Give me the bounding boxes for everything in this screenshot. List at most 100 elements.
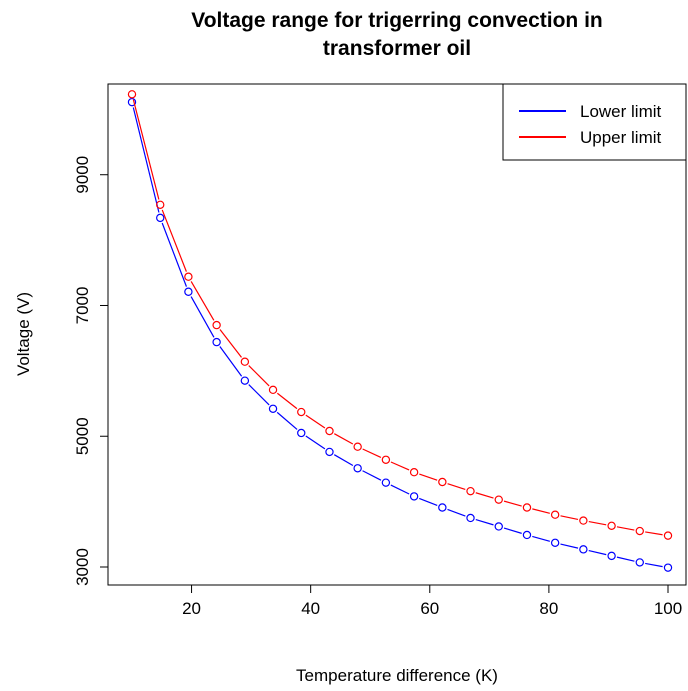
series-upper-limit-point: [212, 320, 221, 330]
series-upper-limit-segment: [248, 365, 270, 387]
series-lower-limit-segment: [419, 497, 438, 507]
series-lower-limit-point: [494, 522, 503, 531]
series-upper-limit-point: [494, 495, 503, 504]
series-upper-limit-segment: [503, 500, 522, 507]
series-lower-limit-segment: [560, 543, 579, 549]
chart-title-line-1: Voltage range for trigerring convection …: [191, 9, 603, 32]
series-lower-limit-segment: [447, 508, 466, 517]
legend: Lower limit Upper limit: [502, 83, 687, 161]
series-lower-limit-segment: [645, 562, 663, 568]
series-lower-limit-segment: [132, 107, 160, 213]
plot-frame: [107, 83, 687, 586]
series-lower-limit: [127, 97, 673, 572]
series-upper-limit-segment: [161, 209, 187, 272]
series-lower-limit-segment: [190, 296, 215, 338]
x-axis-label: Temperature difference (K): [296, 666, 498, 685]
x-tick-label-20: 20: [182, 599, 201, 618]
series-upper-limit-point: [240, 357, 250, 366]
series-upper-limit-segment: [362, 448, 382, 459]
chart-title-line-2: transformer oil: [323, 37, 471, 60]
series-upper-limit-segment: [616, 526, 635, 531]
x-tick-label-80: 80: [539, 599, 558, 618]
series-upper-limit-point: [550, 510, 560, 519]
series-lower-limit-segment: [588, 550, 607, 556]
series-lower-limit-point: [353, 464, 362, 473]
y-tick-label-9000: 9000: [73, 156, 92, 194]
series-lower-limit-point: [212, 337, 221, 347]
series-lower-limit-segment: [305, 435, 326, 450]
series-upper-limit-point: [184, 272, 193, 281]
series-lower-limit-segment: [161, 222, 188, 287]
series-upper-limit: [127, 90, 673, 540]
series-upper-limit-segment: [645, 531, 663, 536]
series-lower-limit-point: [268, 404, 278, 413]
series-upper-limit-segment: [333, 433, 354, 445]
x-axis: 20 40 60 80 100: [182, 585, 682, 618]
series-upper-limit-point: [438, 477, 447, 487]
series-upper-limit-point: [579, 516, 588, 525]
x-tick-label-60: 60: [420, 599, 439, 618]
series-lower-limit-point: [550, 538, 560, 548]
series-upper-limit-point: [635, 526, 644, 536]
series-upper-limit-point: [297, 407, 306, 417]
y-axis-label: Voltage (V): [14, 292, 33, 376]
series-upper-limit-point: [156, 200, 165, 209]
legend-box: [502, 83, 687, 161]
series-upper-limit-point: [663, 531, 673, 540]
series-lower-limit-point: [579, 545, 588, 554]
series-lower-limit-point: [635, 558, 644, 567]
series-upper-limit-point: [127, 90, 137, 99]
series-upper-limit-point: [325, 426, 334, 436]
series-upper-limit-point: [381, 455, 391, 464]
series-upper-limit-segment: [475, 492, 494, 499]
series-lower-limit-segment: [390, 484, 410, 495]
series-upper-limit-point: [466, 486, 475, 496]
y-axis: 3000 5000 7000 9000: [73, 156, 108, 586]
series-upper-limit-segment: [560, 515, 579, 521]
series-lower-limit-segment: [362, 470, 382, 481]
series-upper-limit-point: [353, 442, 362, 451]
legend-label-upper-limit: Upper limit: [580, 128, 662, 147]
series-lower-limit-point: [409, 492, 419, 501]
series-lower-limit-point: [466, 513, 475, 523]
series-lower-limit-point: [184, 287, 193, 296]
series-lower-limit-segment: [219, 346, 243, 377]
series-lower-limit-segment: [276, 411, 298, 430]
series-lower-limit-segment: [248, 384, 270, 406]
y-tick-label-3000: 3000: [73, 548, 92, 586]
series-upper-limit-point: [607, 521, 616, 531]
series-lower-limit-point: [522, 530, 532, 540]
series-lower-limit-segment: [503, 527, 522, 534]
series-lower-limit-point: [381, 478, 391, 487]
series-upper-limit-segment: [532, 508, 550, 514]
series-lower-limit-point: [240, 376, 250, 385]
series-upper-limit-segment: [219, 329, 242, 358]
series-layer: [127, 90, 673, 572]
series-upper-limit-segment: [190, 281, 215, 321]
series-upper-limit-segment: [390, 461, 410, 471]
series-upper-limit-segment: [276, 392, 298, 410]
series-upper-limit-segment: [305, 414, 326, 429]
series-lower-limit-point: [438, 503, 447, 512]
series-upper-limit-segment: [419, 473, 438, 481]
series-upper-limit-point: [522, 503, 532, 512]
series-lower-limit-segment: [333, 454, 354, 467]
x-tick-label-40: 40: [301, 599, 320, 618]
y-tick-label-5000: 5000: [73, 417, 92, 455]
series-lower-limit-point: [127, 97, 137, 107]
series-upper-limit-point: [409, 468, 419, 477]
series-upper-limit-segment: [588, 520, 607, 526]
series-lower-limit-point: [663, 563, 673, 572]
series-lower-limit-segment: [475, 518, 494, 526]
legend-label-lower-limit: Lower limit: [580, 102, 662, 121]
series-upper-limit-segment: [132, 99, 160, 200]
x-tick-label-100: 100: [654, 599, 682, 618]
series-lower-limit-point: [297, 428, 306, 438]
series-lower-limit-point: [607, 551, 616, 561]
series-lower-limit-segment: [532, 535, 551, 542]
series-upper-limit-segment: [447, 483, 466, 491]
y-tick-label-7000: 7000: [73, 287, 92, 325]
series-upper-limit-point: [268, 385, 278, 395]
series-lower-limit-segment: [616, 556, 635, 562]
